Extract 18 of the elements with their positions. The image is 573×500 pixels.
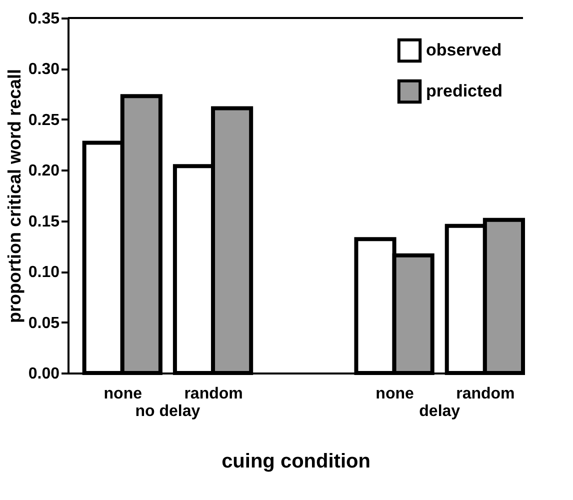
y-axis-title: proportion critical word recall: [4, 68, 24, 324]
text: no delay: [135, 403, 200, 420]
text: delay: [419, 403, 460, 420]
legend-label: predicted: [426, 82, 503, 100]
x-tick-label: none: [376, 386, 414, 402]
x-tick-label: none: [104, 386, 142, 402]
y-tick-label: 0.00: [28, 366, 60, 382]
x-tick-label: random: [456, 386, 515, 402]
y-tick-label: 0.30: [28, 61, 60, 78]
y-tick-label: 0.35: [28, 10, 60, 28]
y-tick-label: 0.10: [28, 264, 60, 282]
y-tick-label: 0.20: [28, 162, 60, 180]
x-tick-label: random: [184, 386, 243, 402]
y-tick-label: 0.05: [28, 314, 60, 332]
y-tick-label: 0.15: [28, 213, 60, 230]
legend-label: observed: [426, 40, 502, 60]
x-axis-title: cuing condition: [222, 450, 370, 472]
y-tick-label: 0.25: [28, 112, 60, 129]
